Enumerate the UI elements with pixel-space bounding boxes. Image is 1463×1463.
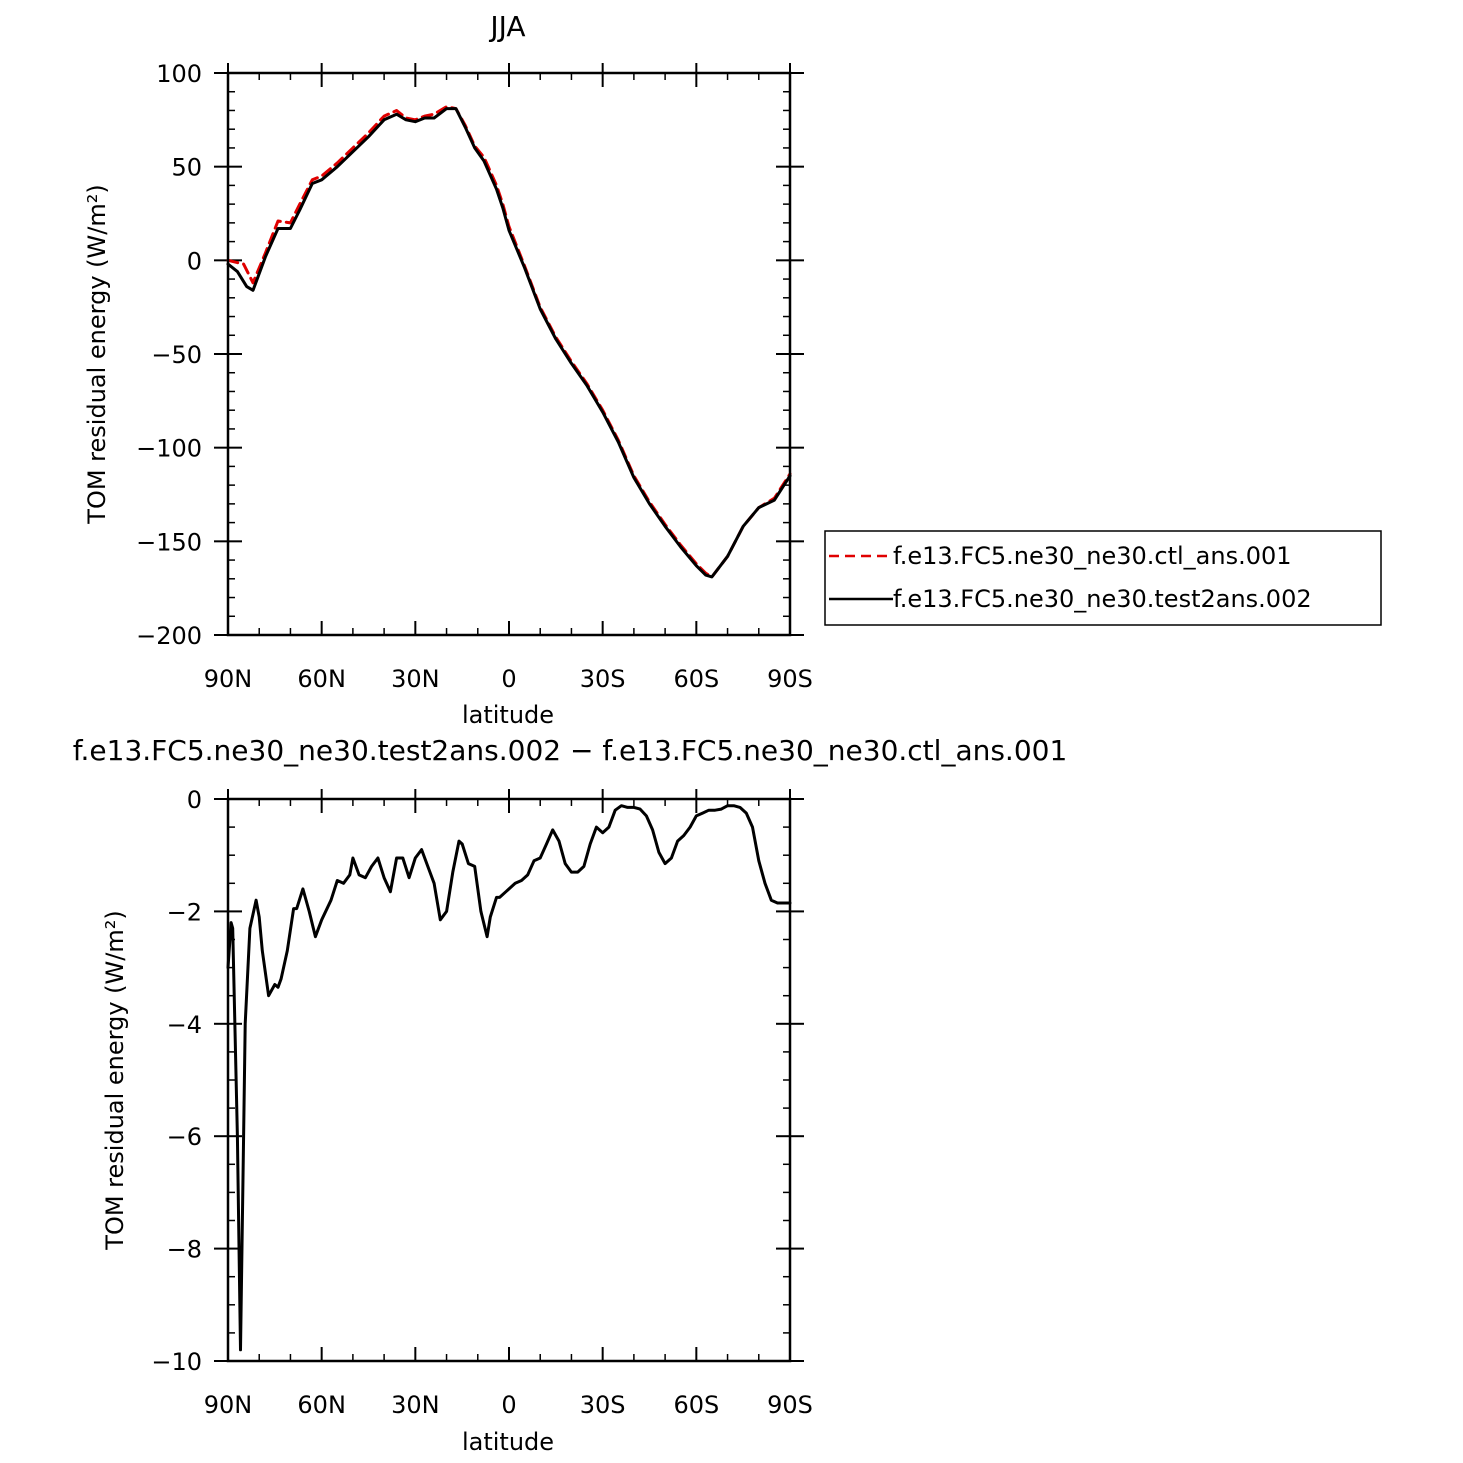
y-tick-label: −200 <box>136 622 202 650</box>
ticks-top: 90N 60N 30N 0 30S 60S 90S 100 50 0 −50 −100 −150 −200 <box>136 60 813 693</box>
series-line-0-0 <box>226 105 792 579</box>
y-tick-label: −2 <box>167 898 202 926</box>
x-tick-label: 60N <box>297 665 346 693</box>
y-tick-label: −6 <box>167 1123 202 1151</box>
x-tick-label: 90S <box>767 1391 813 1419</box>
series-line-1-0 <box>226 804 792 1352</box>
y-tick-label: 0 <box>187 247 202 275</box>
series-top <box>226 105 792 579</box>
x-tick-label: 90N <box>204 1391 253 1419</box>
y-axis-title-top: TOM residual energy (W/m²) <box>83 184 111 524</box>
x-tick-label: 30N <box>391 1391 440 1419</box>
y-tick-label: −4 <box>167 1011 202 1039</box>
plot-frame-bottom <box>226 797 792 1363</box>
chart-title-bottom: f.e13.FC5.ne30_ne30.test2ans.002 − f.e13… <box>73 734 1068 767</box>
y-tick-label: 50 <box>171 154 202 182</box>
y-tick-label: −150 <box>136 528 202 556</box>
x-tick-label: 90S <box>767 665 813 693</box>
y-tick-label: −10 <box>151 1348 202 1376</box>
y-axis-title-bottom: TOM residual energy (W/m²) <box>101 910 129 1250</box>
series-line-0-1 <box>226 107 792 579</box>
x-tick-label: 60N <box>297 1391 346 1419</box>
chart-title-top: JJA <box>488 10 525 43</box>
legend-box <box>824 530 1382 626</box>
series-bottom <box>226 804 792 1352</box>
x-tick-label: 30S <box>580 665 626 693</box>
x-tick-label: 30S <box>580 1391 626 1419</box>
x-tick-label: 90N <box>204 665 253 693</box>
x-tick-label: 60S <box>673 1391 719 1419</box>
x-tick-label: 30N <box>391 665 440 693</box>
y-tick-label: 0 <box>187 786 202 814</box>
legend-label-test: f.e13.FC5.ne30_ne30.test2ans.002 <box>893 585 1312 613</box>
y-tick-label: −100 <box>136 435 202 463</box>
panel-top: JJA 90N 60N 30N 0 30S 60S 90S 100 50 0 −50 −100 −150… <box>83 10 1382 729</box>
x-tick-label: 60S <box>673 665 719 693</box>
ticks-bottom: 90N 60N 30N 0 30S 60S 90S 0 −2 −4 −6 −8 −10 <box>151 786 813 1419</box>
x-tick-label: 0 <box>501 665 516 693</box>
y-tick-label: 100 <box>156 60 202 88</box>
y-tick-label: −8 <box>167 1236 202 1264</box>
y-tick-label: −50 <box>151 341 202 369</box>
plot-frame-top <box>226 71 792 637</box>
x-axis-title-bottom: latitude <box>462 1428 554 1456</box>
x-axis-title-top: latitude <box>462 701 554 729</box>
legend: f.e13.FC5.ne30_ne30.ctl_ans.001 f.e13.FC… <box>824 530 1382 626</box>
x-tick-label: 0 <box>501 1391 516 1419</box>
panel-bottom: f.e13.FC5.ne30_ne30.test2ans.002 − f.e13… <box>73 734 1068 1456</box>
legend-label-ctl: f.e13.FC5.ne30_ne30.ctl_ans.001 <box>893 542 1292 570</box>
